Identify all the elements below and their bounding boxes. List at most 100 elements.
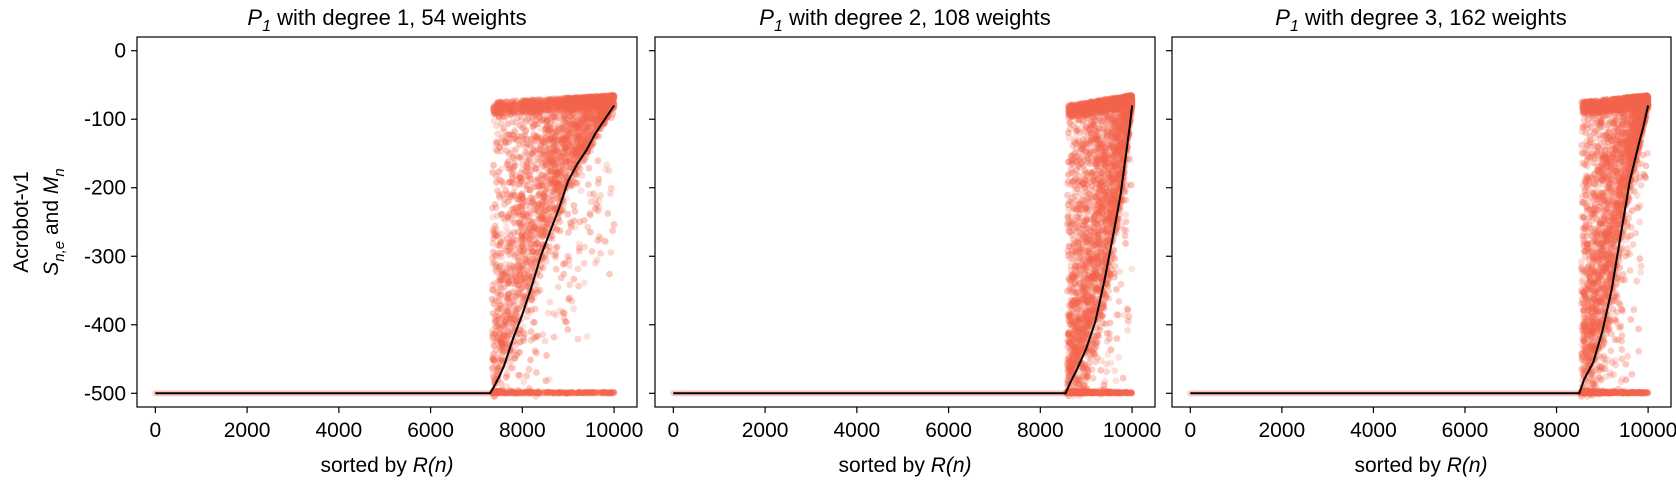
scatter-point <box>587 102 594 110</box>
scatter-point <box>593 104 601 112</box>
scatter-point <box>599 99 607 107</box>
scatter-point <box>521 236 529 244</box>
scatter-point <box>512 308 520 316</box>
scatter-point <box>523 372 531 380</box>
scatter-point <box>552 164 559 172</box>
scatter-point <box>574 125 581 133</box>
scatter-point <box>592 92 600 100</box>
scatter-point <box>552 312 560 319</box>
scatter-point <box>569 100 576 108</box>
scatter-point <box>594 98 602 105</box>
scatter-point <box>534 101 542 108</box>
scatter-point <box>573 130 581 138</box>
scatter-point <box>564 96 572 104</box>
scatter-point <box>504 102 511 110</box>
scatter-point <box>583 136 590 144</box>
scatter-point <box>494 130 502 138</box>
scatter-point <box>527 244 535 252</box>
scatter-point <box>528 150 535 157</box>
scatter-point <box>502 98 510 106</box>
scatter-point <box>609 94 617 102</box>
scatter-point <box>570 95 578 103</box>
scatter-point <box>597 105 605 113</box>
x-tick-label: 2000 <box>224 419 271 442</box>
scatter-point <box>494 187 501 195</box>
scatter-point <box>523 313 531 321</box>
scatter-point <box>554 97 562 105</box>
scatter-point <box>561 101 568 108</box>
scatter-point <box>498 276 505 284</box>
scatter-point <box>585 93 593 101</box>
scatter-point <box>592 195 600 203</box>
scatter-point <box>500 346 508 354</box>
scatter-point <box>564 252 572 260</box>
scatter-point <box>507 387 514 394</box>
scatter-point <box>552 180 559 188</box>
scatter-point <box>518 109 526 117</box>
scatter-point <box>489 239 497 247</box>
scatter-point <box>516 192 524 200</box>
scatter-point <box>608 95 615 103</box>
scatter-point <box>511 108 518 116</box>
scatter-point <box>495 109 503 116</box>
scatter-point <box>549 179 557 187</box>
scatter-point <box>549 148 556 156</box>
scatter-point <box>493 389 501 397</box>
scatter-point <box>579 389 586 397</box>
scatter-point <box>1126 94 1134 102</box>
scatter-point <box>533 239 541 247</box>
scatter-point <box>610 221 618 228</box>
scatter-point <box>517 285 525 293</box>
scatter-point <box>566 96 574 103</box>
scatter-point <box>525 275 533 283</box>
scatter-point <box>575 94 583 102</box>
scatter-point <box>568 112 576 120</box>
scatter-point <box>545 157 552 165</box>
scatter-point <box>585 388 592 396</box>
scatter-point <box>537 105 544 113</box>
scatter-point <box>522 101 529 108</box>
scatter-point <box>537 204 545 211</box>
scatter-point <box>505 131 513 139</box>
scatter-point <box>542 124 550 132</box>
scatter-point <box>610 93 617 101</box>
scatter-point <box>606 93 613 100</box>
scatter-point <box>540 215 548 223</box>
scatter-point <box>1090 255 1098 263</box>
scatter-point <box>493 232 501 240</box>
scatter-point <box>608 93 615 101</box>
scatter-point <box>1098 204 1105 212</box>
scatter-point <box>535 183 543 190</box>
scatter-point <box>495 355 502 362</box>
scatter-point <box>514 194 522 202</box>
scatter-point <box>514 218 521 226</box>
scatter-point <box>501 244 509 252</box>
scatter-point <box>608 94 615 101</box>
scatter-point <box>554 169 562 177</box>
scatter-point <box>568 120 576 128</box>
scatter-point <box>574 123 582 131</box>
scatter-point <box>501 318 509 326</box>
scatter-point <box>533 133 540 141</box>
scatter-point <box>514 253 522 261</box>
scatter-point <box>548 98 556 106</box>
scatter-point <box>532 101 540 108</box>
scatter-point <box>1112 176 1120 184</box>
scatter-point <box>604 102 612 110</box>
scatter-point <box>594 101 601 109</box>
scatter-point <box>581 116 589 124</box>
scatter-point <box>573 94 581 102</box>
scatter-point <box>607 95 615 103</box>
scatter-point <box>589 388 596 396</box>
scatter-point <box>528 97 535 105</box>
scatter-point <box>567 100 575 107</box>
scatter-point <box>598 96 606 104</box>
scatter-point <box>1078 388 1086 396</box>
scatter-point <box>578 140 585 148</box>
scatter-point <box>585 95 592 103</box>
scatter-point <box>1112 377 1120 385</box>
scatter-point <box>536 106 544 114</box>
scatter-point <box>569 157 576 165</box>
scatter-point <box>579 105 587 112</box>
scatter-point <box>530 137 538 145</box>
